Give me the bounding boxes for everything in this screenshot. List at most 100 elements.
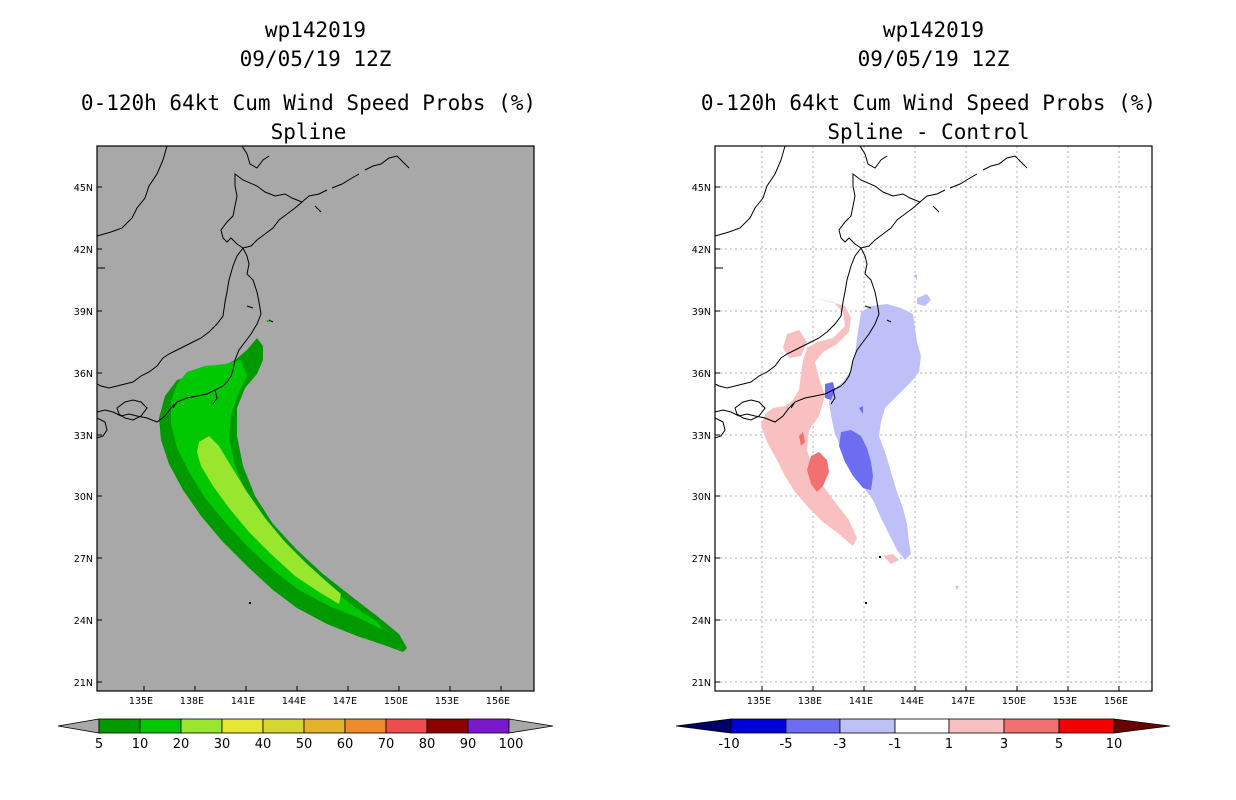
right-panel-label: Spline - Control — [827, 120, 1030, 144]
left-map-frame — [96, 145, 535, 692]
lon-label: 153E — [1053, 696, 1077, 707]
right-colorbar — [675, 718, 1171, 734]
lon-label: 135E — [747, 696, 771, 707]
right-colorbar-label: -3 — [833, 737, 847, 752]
lat-label: 21N — [74, 678, 93, 689]
lon-label: 156E — [1104, 696, 1128, 707]
prob-speck — [249, 602, 251, 604]
right-colorbar-bin — [948, 718, 1005, 734]
lat-label: 21N — [692, 678, 711, 689]
right-colorbar-label: 1 — [944, 737, 954, 752]
diff-pos-light — [783, 330, 807, 358]
left-colorbar-bin — [139, 718, 182, 734]
left-panel-label: Spline — [270, 120, 347, 144]
left-colorbar-bin — [262, 718, 305, 734]
lat-label: 27N — [692, 554, 711, 565]
right-colorbar-bin — [1058, 718, 1115, 734]
lon-label: 147E — [951, 696, 975, 707]
left-colorbar-bin — [385, 718, 428, 734]
right-lat-labels: 45N 42N 39N 36N 33N 30N 27N 24N 21N — [692, 183, 711, 689]
left-colorbar-label: 90 — [459, 737, 477, 752]
diff-pos-light — [883, 554, 899, 564]
right-lon-labels: 135E 138E 141E 144E 147E 150E 153E 156E — [747, 696, 1128, 707]
left-colorbar-bin — [98, 718, 141, 734]
left-colorbar-label: 5 — [94, 737, 104, 752]
left-prob-swath — [159, 320, 407, 652]
right-colorbar-label: 10 — [1105, 737, 1123, 752]
lat-label: 36N — [74, 369, 93, 380]
left-colorbar-bin — [344, 718, 387, 734]
left-colorbar-bin — [180, 718, 223, 734]
left-colorbar-bin — [221, 718, 264, 734]
diff-neg-light — [913, 274, 917, 280]
lon-label: 138E — [798, 696, 822, 707]
left-colorbar-bin — [467, 718, 510, 734]
diff-speck — [865, 602, 867, 604]
left-colorbar-label: 30 — [213, 737, 231, 752]
diff-neg-mid — [859, 406, 863, 414]
right-axis-ticks — [715, 186, 1120, 691]
diff-neg-light — [955, 586, 959, 590]
lat-label: 33N — [74, 431, 93, 442]
right-colorbar-label: -1 — [888, 737, 902, 752]
right-colorbar-label: 5 — [1054, 737, 1064, 752]
lon-label: 153E — [435, 696, 459, 707]
left-colorbar-bin — [426, 718, 469, 734]
lat-label: 24N — [692, 616, 711, 627]
left-lat-labels: 45N 42N 39N 36N 33N 30N 27N 24N 21N — [74, 183, 93, 689]
left-product-title: 0-120h 64kt Cum Wind Speed Probs (%) — [80, 91, 537, 115]
right-colorbar-low-arrow — [675, 718, 732, 734]
left-colorbar — [57, 718, 554, 734]
prob-20-contour — [197, 436, 341, 604]
lat-label: 45N — [74, 183, 93, 194]
right-title-block: wp142019 09/05/19 12Z — [715, 16, 1152, 74]
lon-label: 138E — [180, 696, 204, 707]
lat-label: 30N — [74, 492, 93, 503]
diff-speck — [879, 556, 881, 558]
left-title-block: wp142019 09/05/19 12Z — [97, 16, 534, 74]
lat-label: 24N — [74, 616, 93, 627]
diff-neg-light — [917, 294, 931, 306]
left-subtitle-block: 0-120h 64kt Cum Wind Speed Probs (%) Spl… — [40, 89, 577, 147]
diff-neg-mid — [839, 430, 873, 490]
right-product-title: 0-120h 64kt Cum Wind Speed Probs (%) — [700, 91, 1157, 115]
lat-label: 27N — [74, 554, 93, 565]
left-colorbar-label: 100 — [498, 737, 524, 752]
left-axis-ticks — [97, 186, 502, 691]
left-colorbar-label: 40 — [254, 737, 272, 752]
left-colorbar-label: 10 — [131, 737, 149, 752]
diff-pos-mid — [807, 452, 829, 492]
right-colorbar-high-arrow — [1113, 718, 1171, 734]
lon-label: 144E — [282, 696, 306, 707]
left-colorbar-bin — [303, 718, 346, 734]
lat-label: 39N — [74, 307, 93, 318]
lon-label: 156E — [486, 696, 510, 707]
lat-label: 42N — [692, 245, 711, 256]
diff-neg-light — [829, 304, 921, 560]
right-colorbar-bin — [894, 718, 950, 734]
right-colorbar-bin — [785, 718, 841, 734]
left-colorbar-label: 80 — [418, 737, 436, 752]
lon-label: 150E — [1002, 696, 1026, 707]
left-colorbar-high-arrow — [508, 718, 554, 734]
diff-pos-mid — [799, 432, 805, 446]
right-diff-field — [761, 274, 959, 604]
lat-label: 36N — [692, 369, 711, 380]
diff-pos-light — [761, 298, 857, 546]
right-map — [714, 145, 1153, 692]
right-map-frame — [714, 145, 1153, 692]
prob-speck — [267, 320, 270, 322]
right-date: 09/05/19 12Z — [857, 47, 1010, 71]
left-date: 09/05/19 12Z — [239, 47, 392, 71]
left-map — [96, 145, 535, 692]
right-storm-id: wp142019 — [882, 18, 985, 42]
lat-label: 45N — [692, 183, 711, 194]
right-colorbar-bin — [1003, 718, 1060, 734]
right-colorbar-bin — [730, 718, 787, 734]
lon-label: 150E — [384, 696, 408, 707]
lat-label: 42N — [74, 245, 93, 256]
left-colorbar-label: 20 — [172, 737, 190, 752]
prob-10-contour — [171, 360, 383, 630]
lon-label: 144E — [900, 696, 924, 707]
